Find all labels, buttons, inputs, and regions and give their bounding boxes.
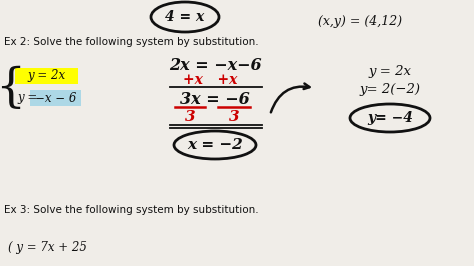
Text: 3x = −6: 3x = −6 [180, 90, 250, 107]
Text: y= 2(−2): y= 2(−2) [359, 84, 420, 97]
Text: x = −2: x = −2 [187, 138, 243, 152]
Text: 3: 3 [228, 110, 239, 124]
Text: y = 2x: y = 2x [28, 69, 66, 82]
Text: y= −4: y= −4 [367, 111, 413, 125]
Text: 2x = −x−6: 2x = −x−6 [169, 56, 261, 73]
Text: Ex 2: Solve the following system by substitution.: Ex 2: Solve the following system by subs… [4, 37, 259, 47]
Text: y =: y = [17, 92, 41, 105]
Text: y = 2x: y = 2x [368, 65, 411, 78]
Text: 3: 3 [185, 110, 195, 124]
Text: 4 = x: 4 = x [165, 10, 205, 24]
Text: −x − 6: −x − 6 [35, 92, 77, 105]
FancyBboxPatch shape [16, 68, 79, 84]
Text: ( y = 7x + 25: ( y = 7x + 25 [8, 242, 87, 255]
Text: +x   +x: +x +x [183, 73, 237, 87]
Text: Ex 3: Solve the following system by substitution.: Ex 3: Solve the following system by subs… [4, 205, 259, 215]
Text: {: { [0, 65, 25, 111]
Text: (x,y) = (4,12): (x,y) = (4,12) [318, 15, 402, 28]
FancyBboxPatch shape [30, 89, 82, 106]
